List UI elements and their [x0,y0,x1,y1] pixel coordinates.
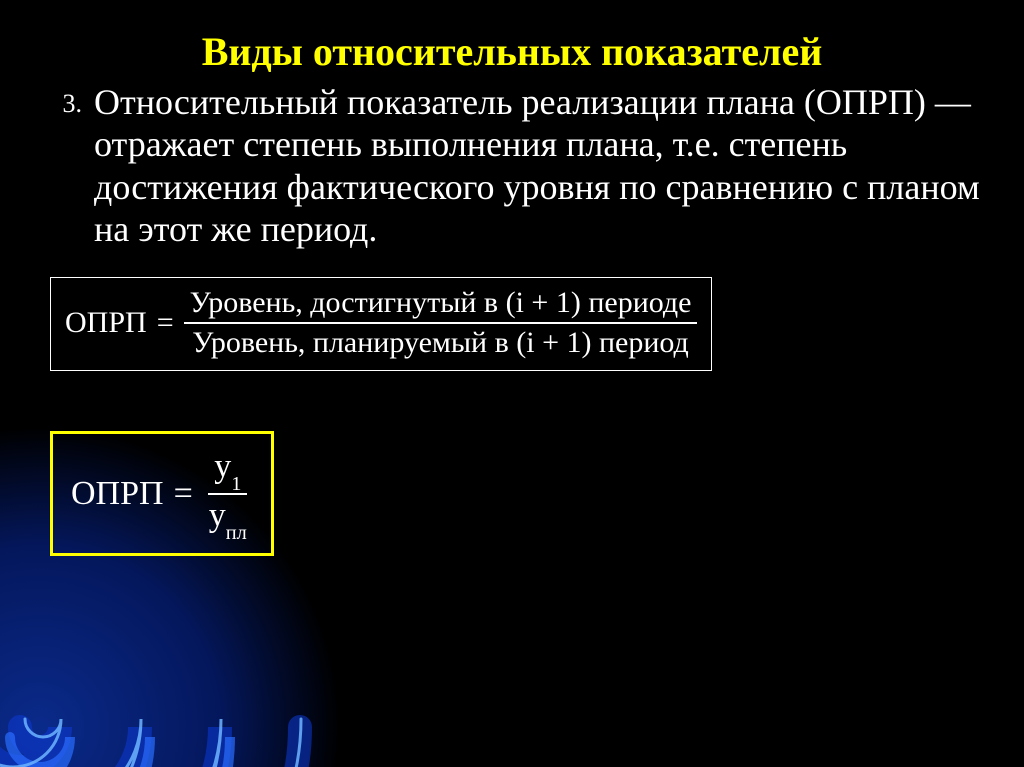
fraction-denominator: Уровень, планируемый в (i + 1) период [186,324,695,360]
formula-wide-box: ОПРП = Уровень, достигнутый в (i + 1) пе… [50,277,712,371]
list-body-text: Относительный показатель реализации план… [94,81,984,251]
fraction-numerator: Уровень, достигнутый в (i + 1) периоде [184,286,698,324]
den-subscript: пл [226,522,247,544]
equals-sign: = [157,306,174,340]
slide-content: Виды относительных показателей 3. Относи… [0,0,1024,556]
fraction: Уровень, достигнутый в (i + 1) периоде У… [184,286,698,360]
equals-sign: = [174,475,193,513]
fraction: y1 yпл [203,448,253,540]
num-subscript: 1 [231,473,241,495]
slide-title: Виды относительных показателей [40,28,984,75]
formula-wide: ОПРП = Уровень, достигнутый в (i + 1) пе… [65,286,697,360]
fraction-denominator: yпл [203,495,253,540]
den-base: y [209,497,226,534]
formula-small: ОПРП = y1 yпл [71,448,253,540]
list-number: 3. [40,81,94,119]
formula-small-box: ОПРП = y1 yпл [50,431,274,557]
fraction-numerator: y1 [208,448,247,495]
formula-lhs: ОПРП [71,475,164,513]
list-item: 3. Относительный показатель реализации п… [40,81,984,251]
formula-lhs: ОПРП [65,306,147,340]
num-base: y [214,448,231,485]
